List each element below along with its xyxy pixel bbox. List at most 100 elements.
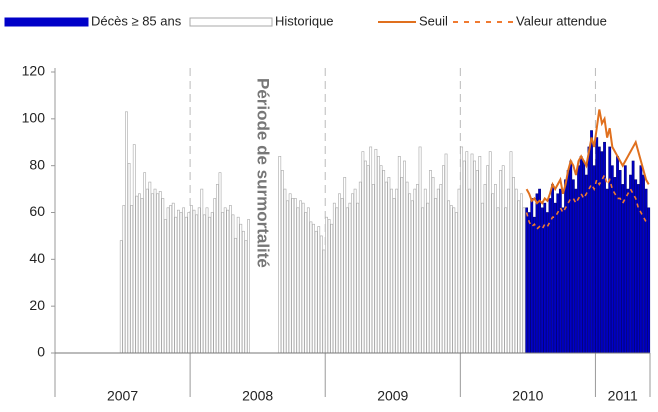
bar bbox=[309, 221, 313, 354]
bar bbox=[314, 230, 318, 354]
annotation-bg bbox=[250, 74, 274, 344]
bar bbox=[327, 219, 331, 354]
bar bbox=[366, 165, 370, 354]
bar bbox=[535, 193, 539, 354]
bar bbox=[647, 207, 651, 354]
bar bbox=[125, 111, 128, 354]
bar bbox=[470, 153, 474, 354]
y-tick-label: 60 bbox=[29, 203, 45, 219]
bar bbox=[335, 207, 339, 354]
y-tick-label: 0 bbox=[37, 344, 45, 360]
x-group-label: 2011 bbox=[608, 388, 638, 404]
bar bbox=[413, 188, 417, 354]
bar bbox=[558, 188, 562, 354]
bar bbox=[223, 207, 227, 354]
bar bbox=[312, 223, 315, 354]
bar bbox=[299, 200, 302, 354]
bar bbox=[571, 179, 575, 354]
y-tick-label: 20 bbox=[29, 297, 45, 313]
bar bbox=[431, 177, 435, 354]
bar bbox=[556, 193, 560, 354]
bar bbox=[465, 151, 469, 354]
x-group-label: 2009 bbox=[377, 388, 408, 404]
bar bbox=[569, 160, 573, 354]
bar bbox=[119, 240, 123, 354]
bar bbox=[468, 188, 471, 354]
y-tick-label: 100 bbox=[22, 110, 46, 126]
bar bbox=[387, 177, 391, 354]
bar bbox=[280, 170, 284, 354]
bar bbox=[400, 177, 404, 354]
bar bbox=[421, 207, 425, 354]
bar bbox=[616, 156, 619, 354]
bar bbox=[158, 191, 162, 354]
bar bbox=[340, 198, 344, 354]
bar bbox=[626, 188, 630, 354]
bar bbox=[210, 212, 214, 354]
bar bbox=[138, 193, 141, 354]
bar bbox=[442, 165, 445, 354]
bar bbox=[156, 193, 160, 354]
bar bbox=[634, 179, 638, 354]
bar bbox=[538, 188, 541, 354]
bar bbox=[408, 193, 412, 354]
bar bbox=[613, 177, 617, 354]
bar bbox=[132, 144, 136, 354]
bar bbox=[361, 151, 365, 354]
bar bbox=[369, 146, 373, 354]
bar bbox=[504, 207, 508, 354]
bar bbox=[553, 202, 557, 354]
bar bbox=[301, 202, 305, 354]
bar bbox=[288, 193, 292, 354]
bar bbox=[527, 212, 531, 354]
bar bbox=[403, 160, 406, 354]
bar bbox=[241, 230, 245, 354]
bar bbox=[192, 209, 196, 354]
bar bbox=[587, 146, 591, 354]
bar bbox=[161, 198, 165, 354]
bar bbox=[416, 184, 419, 354]
bar bbox=[215, 184, 219, 354]
bar bbox=[130, 205, 134, 354]
bar bbox=[512, 177, 515, 354]
bar bbox=[195, 214, 199, 354]
bar bbox=[590, 130, 593, 354]
bar bbox=[218, 172, 222, 354]
bar bbox=[605, 188, 609, 354]
bar bbox=[145, 188, 149, 354]
y-tick-label: 120 bbox=[22, 63, 46, 79]
bar bbox=[449, 205, 453, 354]
bar bbox=[151, 193, 154, 354]
y-tick-label: 40 bbox=[29, 250, 45, 266]
bar bbox=[584, 174, 588, 354]
bar bbox=[332, 202, 336, 354]
bar bbox=[283, 188, 287, 354]
legend-label: Seuil bbox=[419, 13, 448, 28]
bar bbox=[579, 156, 583, 354]
bar bbox=[135, 195, 139, 354]
bar bbox=[205, 207, 209, 354]
bar bbox=[236, 216, 240, 354]
bar bbox=[501, 165, 505, 354]
bar bbox=[548, 198, 552, 354]
bar bbox=[345, 207, 349, 354]
bar bbox=[239, 223, 243, 354]
bar bbox=[390, 188, 393, 354]
y-tick-label: 80 bbox=[29, 156, 45, 172]
bar bbox=[226, 209, 230, 354]
bar bbox=[244, 240, 248, 354]
bar bbox=[169, 205, 173, 354]
bar bbox=[221, 212, 224, 354]
bar bbox=[296, 207, 300, 354]
bar bbox=[197, 207, 201, 354]
bar bbox=[499, 170, 502, 354]
bar bbox=[127, 163, 131, 354]
bar bbox=[184, 216, 188, 354]
bar bbox=[171, 202, 175, 354]
bar bbox=[319, 235, 323, 354]
bar bbox=[395, 188, 399, 354]
bar bbox=[496, 207, 500, 354]
line bbox=[525, 109, 650, 205]
bar bbox=[200, 188, 204, 354]
bar bbox=[540, 207, 544, 354]
